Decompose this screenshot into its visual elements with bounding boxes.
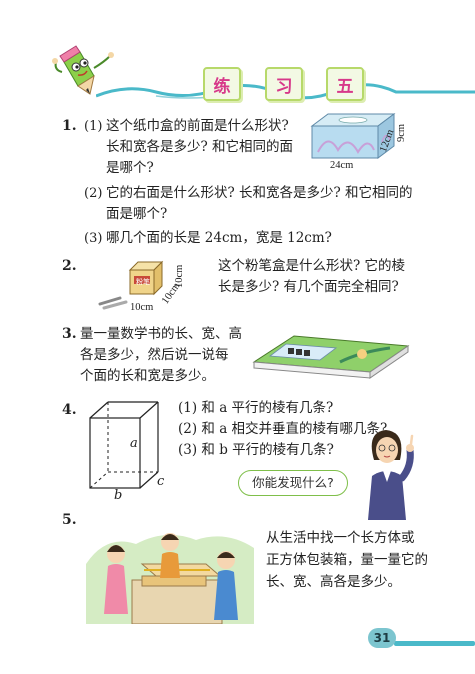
q5-text-line: 从生活中找一个长方体或 (266, 530, 415, 546)
title-char-1: 练 (203, 67, 241, 101)
edge-label-a: a (130, 436, 138, 451)
q3-text-line: 个面的长和宽是多少。 (80, 368, 215, 384)
q1-text-line: 面是哪个? (106, 206, 168, 222)
q2-text-line: 长是多少? 有几个面完全相同? (218, 279, 399, 295)
question-number: 2. (62, 258, 77, 274)
page-number-line (394, 641, 475, 646)
dim-label: 10cm (130, 302, 154, 313)
question-4: 4. a b c (1) 和 a 平行的棱有几条? (2) 和 a 相交并垂直的… (0, 398, 475, 508)
question-number: 5. (62, 512, 77, 528)
chalk-box-illustration (98, 260, 164, 310)
edge-label-b: b (114, 488, 123, 503)
q5-text-line: 正方体包装箱，量一量它的 (266, 552, 428, 568)
question-2: 2. 粉笔 10cm 10cm 10cm 这个粉笔盒是什么形状? 它的棱 长是多… (0, 250, 475, 320)
speech-bubble: 你能发现什么? (238, 470, 348, 496)
tissue-box-illustration (310, 113, 396, 159)
part-label: (1) (84, 119, 103, 134)
q2-text-line: 这个粉笔盒是什么形状? 它的棱 (218, 258, 406, 274)
q4-text-line: (1) 和 a 平行的棱有几条? (178, 400, 334, 416)
children-measuring-illustration (86, 533, 254, 624)
question-3: 3. 量一量数学书的长、宽、高 各是多少，然后说一说每 个面的长和宽是多少。 (0, 324, 475, 394)
title-char-2: 习 (265, 67, 303, 101)
dim-height-label: 9cm (396, 123, 407, 142)
math-book-illustration (252, 335, 410, 379)
page-number: 31 (368, 628, 396, 648)
dim-label: 10cm (174, 264, 185, 288)
question-number: 1. (62, 118, 77, 134)
question-number: 3. (62, 326, 77, 342)
dim-length-label: 24cm (330, 160, 354, 171)
q3-text-line: 量一量数学书的长、宽、高 (80, 326, 242, 342)
q4-text-line: (2) 和 a 相交并垂直的棱有哪几条? (178, 421, 388, 437)
q4-text-line: (3) 和 b 平行的棱有几条? (178, 442, 334, 458)
chalk-box-label: 粉笔 (136, 278, 150, 286)
header-banner: 练 习 五 (0, 0, 475, 110)
q3-text-line: 各是多少，然后说一说每 (80, 347, 229, 363)
q5-text-line: 长、宽、高各是多少。 (266, 574, 401, 590)
question-1: 1. (1) 这个纸巾盒的前面是什么形状? 长和宽各是多少? 和它相同的面 是哪… (0, 112, 475, 252)
question-number: 4. (62, 402, 77, 418)
part-label: (3) (84, 231, 103, 246)
part-label: (2) (84, 186, 103, 201)
q1-text-line: 长和宽各是多少? 和它相同的面 (106, 139, 294, 155)
q1-text-line: 哪几个面的长是 24cm，宽是 12cm? (106, 230, 332, 246)
q1-text-line: 它的右面是什么形状? 长和宽各是多少? 和它相同的 (106, 185, 413, 201)
question-5: 5. 从生活中找一个长方体或 正方体包装箱，量一量它的 长、宽、高各是多少。 (0, 510, 475, 624)
pencil-mascot-icon (52, 45, 114, 95)
page-number-bar: 31 (368, 628, 475, 648)
q1-text-line: 是哪个? (106, 160, 154, 176)
q1-text-line: 这个纸巾盒的前面是什么形状? (106, 118, 289, 134)
edge-label-c: c (157, 474, 165, 489)
cuboid-diagram (89, 401, 159, 489)
teacher-illustration (368, 430, 414, 520)
title-char-3: 五 (326, 67, 364, 101)
